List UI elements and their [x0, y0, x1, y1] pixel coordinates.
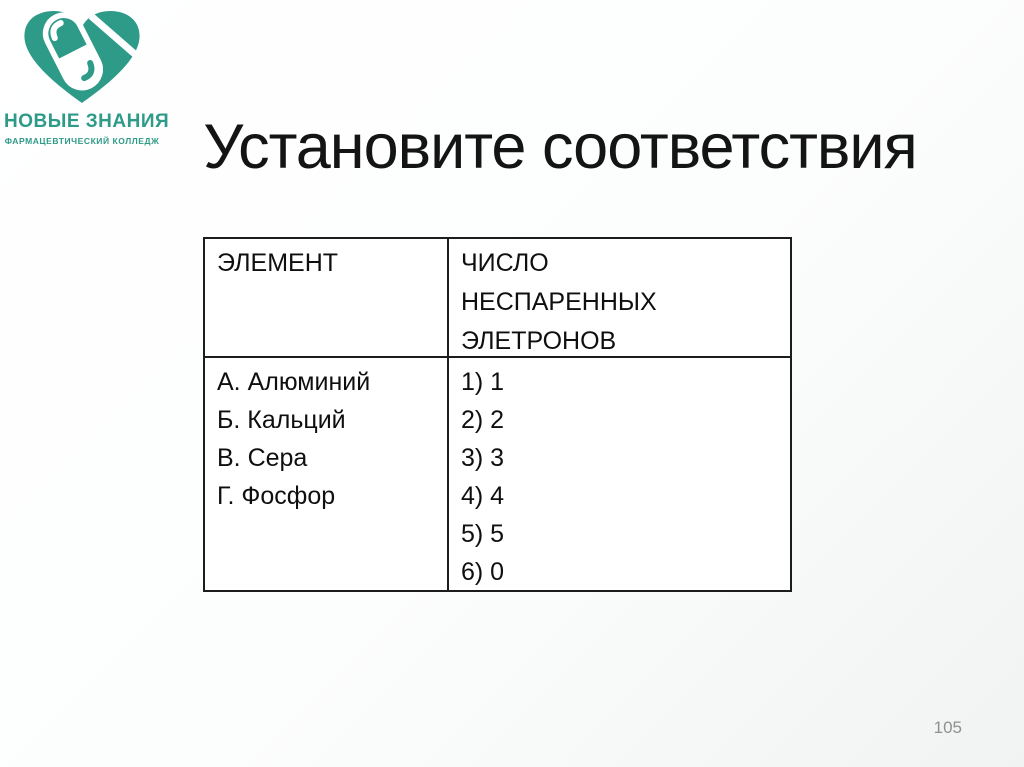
match-table: ЭЛЕМЕНТ ЧИСЛО НЕСПАРЕННЫХ ЭЛЕТРОНОВ А. А…: [203, 237, 792, 592]
option-item: 2) 2: [461, 406, 505, 434]
element-item: В. Сера: [217, 444, 308, 472]
header-cell-text: ЭЛЕМЕНТ: [217, 249, 339, 277]
option-item: 6) 0: [461, 558, 505, 586]
option-item: 5) 5: [461, 520, 505, 548]
header-cell-line: НЕСПАРЕННЫХ: [461, 288, 657, 316]
logo-name: НОВЫЕ ЗНАНИЯ: [4, 111, 170, 132]
logo-subtitle: ФАРМАЦЕВТИЧЕСКИЙ КОЛЛЕДЖ: [4, 136, 160, 146]
page-title: Установите соответствия: [203, 112, 917, 182]
element-item: А. Алюминий: [217, 368, 371, 396]
header-cell-line: ЭЛЕТРОНОВ: [461, 327, 617, 355]
logo: НОВЫЕ ЗНАНИЯ ФАРМАЦЕВТИЧЕСКИЙ КОЛЛЕДЖ: [4, 6, 170, 146]
table-header-electron-count: ЧИСЛО НЕСПАРЕННЫХ ЭЛЕТРОНОВ: [449, 239, 790, 358]
page-number: 105: [933, 718, 962, 737]
element-item: Б. Кальций: [217, 406, 346, 434]
table-header-element: ЭЛЕМЕНТ: [205, 239, 449, 358]
header-cell-line: ЧИСЛО: [461, 249, 549, 277]
table-cell-elements: А. Алюминий Б. Кальций В. Сера Г. Фосфор: [205, 358, 449, 590]
option-item: 1) 1: [461, 368, 505, 396]
option-item: 4) 4: [461, 482, 505, 510]
element-item: Г. Фосфор: [217, 482, 336, 510]
heart-pill-icon: [24, 11, 140, 103]
option-item: 3) 3: [461, 444, 505, 472]
table-cell-options: 1) 1 2) 2 3) 3 4) 4 5) 5 6) 0: [449, 358, 790, 590]
